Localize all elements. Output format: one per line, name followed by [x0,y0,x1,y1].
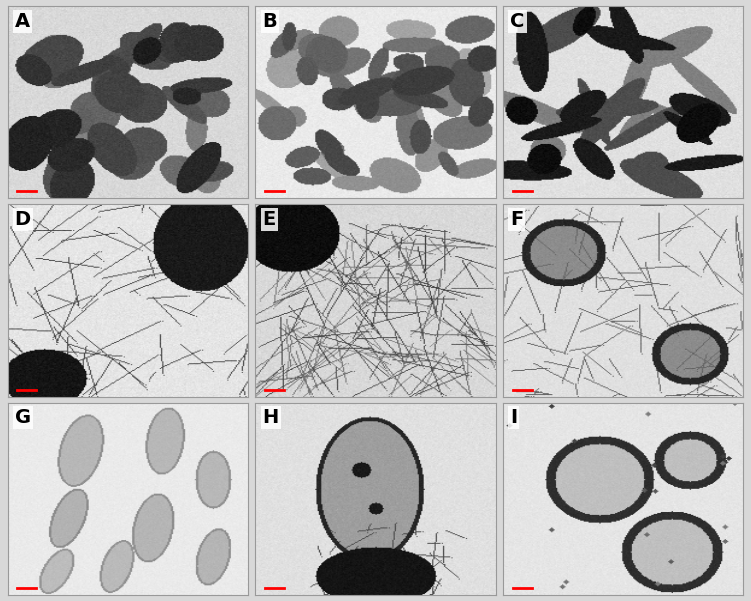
Text: A: A [15,12,30,31]
Text: B: B [262,12,277,31]
Text: C: C [510,12,524,31]
Text: I: I [510,408,517,427]
Text: H: H [262,408,279,427]
Text: G: G [15,408,31,427]
Text: E: E [262,210,276,229]
Text: F: F [510,210,523,229]
Text: D: D [15,210,31,229]
